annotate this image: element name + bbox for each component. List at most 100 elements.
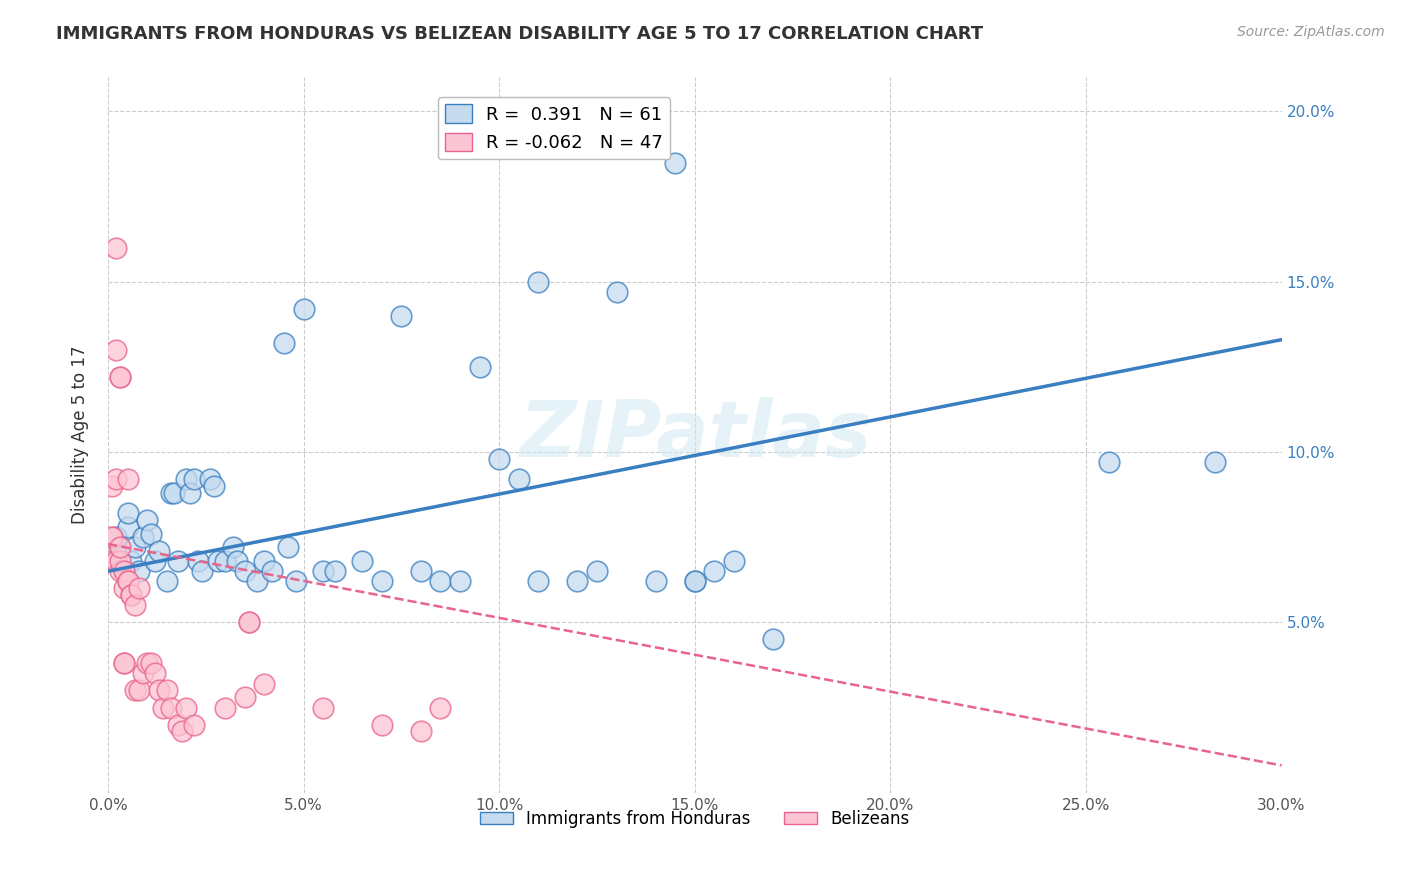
Point — [101, 554, 124, 568]
Point — [108, 564, 131, 578]
Point — [120, 588, 142, 602]
Point — [117, 507, 139, 521]
Point — [124, 541, 146, 555]
Point — [352, 554, 374, 568]
Point — [167, 554, 190, 568]
Point — [508, 472, 530, 486]
Point — [132, 666, 155, 681]
Point — [101, 544, 124, 558]
Point — [120, 554, 142, 568]
Point — [277, 541, 299, 555]
Point — [117, 574, 139, 589]
Point — [104, 241, 127, 255]
Point — [179, 486, 201, 500]
Point — [174, 700, 197, 714]
Point — [664, 155, 686, 169]
Point — [683, 574, 706, 589]
Point — [101, 479, 124, 493]
Point — [284, 574, 307, 589]
Point — [429, 574, 451, 589]
Point — [112, 564, 135, 578]
Point — [468, 359, 491, 374]
Point — [104, 343, 127, 357]
Point — [139, 657, 162, 671]
Point — [104, 472, 127, 486]
Point — [253, 676, 276, 690]
Point — [389, 309, 412, 323]
Point — [156, 574, 179, 589]
Point — [371, 717, 394, 731]
Point — [163, 486, 186, 500]
Point — [262, 564, 284, 578]
Point — [238, 615, 260, 630]
Point — [143, 666, 166, 681]
Point — [323, 564, 346, 578]
Point — [117, 520, 139, 534]
Point — [108, 554, 131, 568]
Point — [312, 700, 335, 714]
Point — [762, 632, 785, 647]
Point — [128, 564, 150, 578]
Point — [172, 724, 194, 739]
Point — [1204, 455, 1226, 469]
Point — [174, 472, 197, 486]
Point — [159, 700, 181, 714]
Point — [703, 564, 725, 578]
Point — [108, 370, 131, 384]
Point — [488, 451, 510, 466]
Point — [723, 554, 745, 568]
Point — [312, 564, 335, 578]
Point — [148, 544, 170, 558]
Point — [644, 574, 666, 589]
Point — [409, 564, 432, 578]
Point — [214, 554, 236, 568]
Point — [567, 574, 589, 589]
Point — [527, 275, 550, 289]
Point — [108, 541, 131, 555]
Point — [214, 700, 236, 714]
Point — [167, 717, 190, 731]
Point — [605, 285, 627, 299]
Text: Source: ZipAtlas.com: Source: ZipAtlas.com — [1237, 25, 1385, 39]
Point — [159, 486, 181, 500]
Point — [683, 574, 706, 589]
Point — [183, 472, 205, 486]
Point — [429, 700, 451, 714]
Point — [1098, 455, 1121, 469]
Point — [586, 564, 609, 578]
Point — [207, 554, 229, 568]
Point — [226, 554, 249, 568]
Point — [253, 554, 276, 568]
Point — [128, 683, 150, 698]
Point — [132, 530, 155, 544]
Point — [136, 513, 159, 527]
Point — [187, 554, 209, 568]
Point — [136, 657, 159, 671]
Point — [108, 541, 131, 555]
Point — [233, 690, 256, 705]
Point — [156, 683, 179, 698]
Point — [124, 599, 146, 613]
Point — [128, 582, 150, 596]
Point — [112, 657, 135, 671]
Y-axis label: Disability Age 5 to 17: Disability Age 5 to 17 — [72, 346, 89, 524]
Point — [148, 683, 170, 698]
Point — [292, 301, 315, 316]
Point — [112, 657, 135, 671]
Point — [202, 479, 225, 493]
Point — [233, 564, 256, 578]
Point — [104, 530, 127, 544]
Point — [222, 541, 245, 555]
Point — [124, 683, 146, 698]
Point — [198, 472, 221, 486]
Text: IMMIGRANTS FROM HONDURAS VS BELIZEAN DISABILITY AGE 5 TO 17 CORRELATION CHART: IMMIGRANTS FROM HONDURAS VS BELIZEAN DIS… — [56, 25, 983, 43]
Point — [246, 574, 269, 589]
Point — [101, 530, 124, 544]
Legend: Immigrants from Honduras, Belizeans: Immigrants from Honduras, Belizeans — [472, 803, 917, 834]
Text: ZIPatlas: ZIPatlas — [519, 397, 870, 473]
Point — [371, 574, 394, 589]
Point — [139, 526, 162, 541]
Point — [152, 700, 174, 714]
Point — [183, 717, 205, 731]
Point — [117, 472, 139, 486]
